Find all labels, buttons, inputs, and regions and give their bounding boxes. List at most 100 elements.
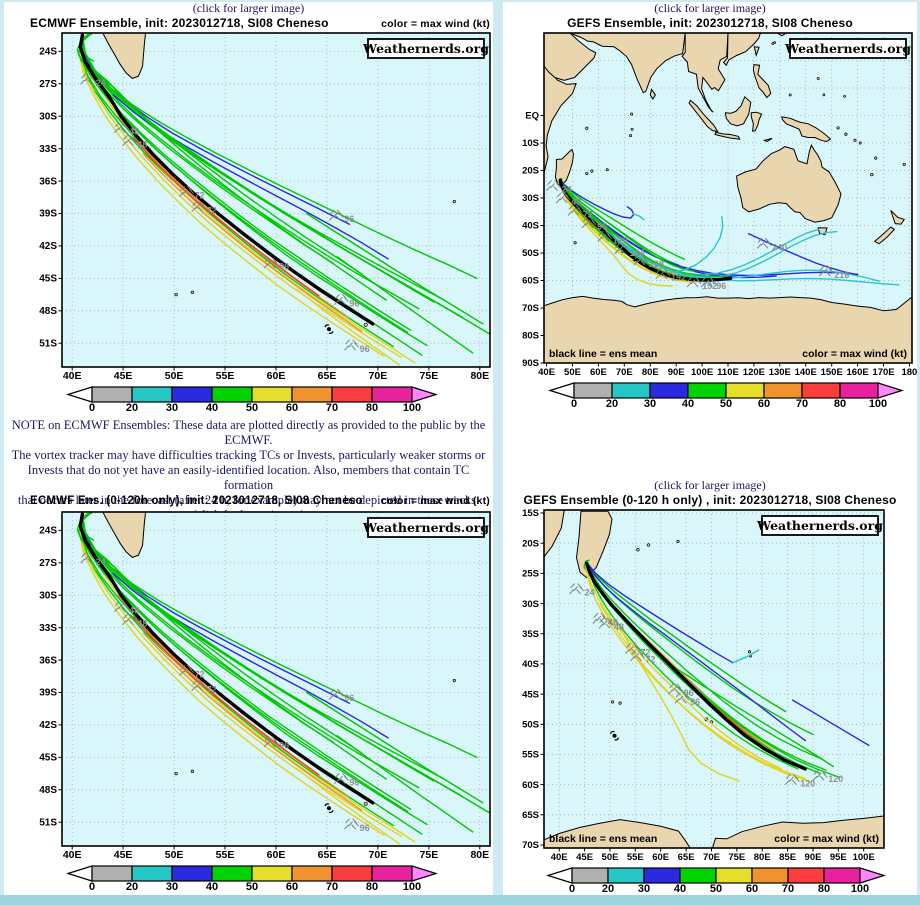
svg-text:0: 0	[89, 881, 95, 893]
svg-text:96: 96	[279, 262, 289, 272]
svg-text:110E: 110E	[717, 367, 739, 378]
svg-text:20: 20	[126, 402, 138, 414]
svg-text:40: 40	[674, 883, 686, 895]
ecmwf-note: NOTE on ECMWF Ensembles: These data are …	[4, 413, 493, 521]
svg-text:100: 100	[403, 402, 421, 414]
svg-text:50E: 50E	[602, 852, 619, 863]
svg-text:51S: 51S	[39, 338, 57, 349]
svg-text:72: 72	[195, 190, 205, 200]
svg-text:60S: 60S	[522, 276, 539, 287]
svg-text:80E: 80E	[470, 849, 489, 861]
panel-gefs-120h: (click for larger image) GEFS Ensemble (…	[503, 479, 917, 899]
svg-text:30: 30	[638, 883, 650, 895]
svg-text:180: 180	[901, 367, 917, 378]
svg-text:80E: 80E	[754, 852, 771, 863]
svg-text:160E: 160E	[847, 367, 869, 378]
panel-title-gefs-120h: GEFS Ensemble (0-120 h only) , init: 202…	[523, 493, 897, 507]
svg-text:80: 80	[818, 883, 830, 895]
svg-text:48S: 48S	[39, 785, 57, 796]
svg-text:40E: 40E	[538, 367, 555, 378]
svg-text:60E: 60E	[590, 367, 607, 378]
svg-text:70S: 70S	[522, 840, 539, 851]
svg-text:30S: 30S	[522, 193, 539, 204]
panel-title-gefs-full: GEFS Ensemble, init: 2023012718, SI08 Ch…	[567, 16, 853, 30]
svg-text:72: 72	[207, 685, 217, 695]
svg-text:20: 20	[606, 398, 618, 410]
spacer	[503, 415, 917, 479]
svg-text:24: 24	[96, 557, 106, 567]
svg-text:100: 100	[403, 881, 421, 893]
svg-text:24S: 24S	[39, 526, 57, 537]
svg-text:55E: 55E	[627, 852, 644, 863]
bottom-strip	[0, 895, 920, 905]
svg-text:60: 60	[758, 398, 770, 410]
svg-text:51S: 51S	[39, 817, 57, 828]
note-line: The vortex tracker may have difficulties…	[11, 448, 486, 462]
svg-text:120: 120	[800, 778, 815, 788]
svg-text:96: 96	[344, 693, 354, 703]
svg-text:100: 100	[851, 883, 869, 895]
svg-text:96: 96	[597, 222, 607, 232]
svg-text:40S: 40S	[522, 221, 539, 232]
svg-text:50E: 50E	[165, 370, 184, 382]
svg-text:50: 50	[246, 402, 258, 414]
svg-text:20: 20	[602, 883, 614, 895]
svg-text:40E: 40E	[551, 852, 568, 863]
svg-text:140E: 140E	[795, 367, 817, 378]
svg-text:30: 30	[166, 881, 178, 893]
svg-text:black line = ens mean: black line = ens mean	[549, 833, 657, 845]
svg-text:48: 48	[614, 622, 624, 632]
svg-text:65S: 65S	[522, 810, 539, 821]
svg-text:50: 50	[720, 398, 732, 410]
click-for-larger-image-link[interactable]: (click for larger image)	[654, 478, 766, 492]
svg-text:120: 120	[613, 235, 628, 245]
svg-text:Weathernerds.org: Weathernerds.org	[784, 41, 911, 56]
svg-text:72: 72	[207, 206, 217, 216]
svg-text:20S: 20S	[522, 538, 539, 549]
note-line: Invests that do not yet have an easily-i…	[27, 463, 470, 492]
svg-text:96: 96	[360, 823, 370, 833]
svg-text:96: 96	[684, 688, 694, 698]
svg-text:60: 60	[286, 402, 298, 414]
panel-ecmwf-120h: ECMWF Ens. (0-120h only), init: 20230127…	[4, 494, 493, 893]
svg-text:30S: 30S	[522, 599, 539, 610]
svg-text:120: 120	[828, 774, 843, 784]
svg-text:75E: 75E	[728, 852, 745, 863]
svg-text:36S: 36S	[39, 655, 57, 666]
svg-text:25S: 25S	[522, 569, 539, 580]
svg-text:50S: 50S	[522, 720, 539, 731]
svg-text:39S: 39S	[39, 688, 57, 699]
svg-text:90E: 90E	[805, 852, 822, 863]
click-for-larger-image-link[interactable]: (click for larger image)	[654, 1, 766, 15]
svg-text:48: 48	[129, 606, 139, 616]
svg-text:35S: 35S	[522, 629, 539, 640]
svg-text:48: 48	[137, 619, 147, 629]
svg-text:192: 192	[702, 281, 717, 291]
svg-text:48S: 48S	[39, 306, 57, 317]
svg-text:50: 50	[710, 883, 722, 895]
svg-text:120E: 120E	[743, 367, 765, 378]
click-for-larger-image-link[interactable]: (click for larger image)	[192, 1, 305, 15]
svg-text:70E: 70E	[369, 370, 388, 382]
svg-text:45E: 45E	[114, 370, 133, 382]
svg-text:40E: 40E	[63, 370, 82, 382]
svg-text:96: 96	[349, 299, 359, 309]
svg-text:75E: 75E	[420, 849, 439, 861]
svg-text:80: 80	[834, 398, 846, 410]
svg-text:80: 80	[366, 402, 378, 414]
svg-text:192: 192	[671, 273, 686, 283]
svg-text:48: 48	[571, 197, 581, 207]
svg-text:80: 80	[366, 881, 378, 893]
svg-text:80E: 80E	[470, 370, 489, 382]
svg-text:black line = ens mean: black line = ens mean	[549, 348, 657, 360]
svg-text:150E: 150E	[821, 367, 843, 378]
svg-text:48: 48	[129, 127, 139, 137]
svg-text:40E: 40E	[63, 849, 82, 861]
svg-text:80S: 80S	[522, 331, 539, 342]
svg-text:80E: 80E	[642, 367, 659, 378]
